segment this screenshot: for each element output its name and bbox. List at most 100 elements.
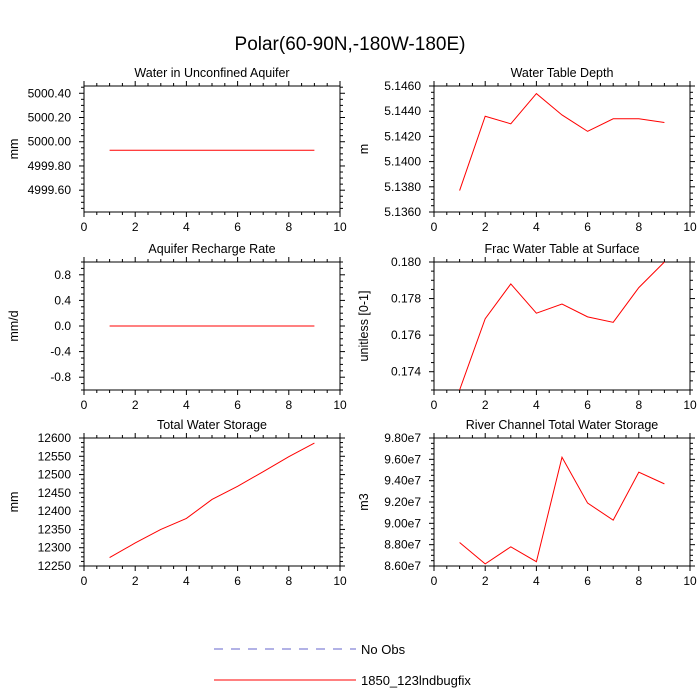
plot-frame: [83, 85, 341, 213]
x-tick-label: 2: [482, 398, 489, 412]
y-tick-label: 12600: [38, 431, 72, 445]
y-tick-label: 8.80e7: [384, 538, 421, 552]
chart-frac-water-table-surface: Frac Water Table at Surface unitless [0-1…: [357, 242, 697, 412]
y-tick-label: 5.1360: [384, 205, 421, 219]
x-tick-label: 4: [183, 574, 190, 588]
y-tick-label: 5.1400: [384, 155, 421, 169]
x-tick-label: 0: [81, 574, 88, 588]
panels: Water in Unconfined Aquifer mm 0 2 4 6 8 10 4999…: [7, 66, 697, 588]
chart-title: River Channel Total Water Storage: [466, 418, 659, 432]
x-tick-label: 4: [533, 220, 540, 234]
y-tick-label: 9.20e7: [384, 495, 421, 509]
y-axis-label: m: [357, 144, 371, 154]
plot-frame: [433, 85, 691, 213]
y-tick-label: 12300: [38, 541, 72, 555]
x-tick-label: 0: [81, 398, 88, 412]
y-tick-label: 0.0: [54, 319, 71, 333]
series-line: [459, 261, 665, 391]
x-tick-label: 6: [584, 220, 591, 234]
y-tick-label: 0.4: [54, 293, 71, 307]
x-tick-label: 10: [683, 220, 697, 234]
chart-title: Total Water Storage: [157, 418, 267, 432]
x-tick-label: 4: [533, 574, 540, 588]
legend: No Obs 1850_123lndbugfix: [214, 642, 471, 688]
y-tick-label: 8.60e7: [384, 559, 421, 573]
y-tick-label: 5.1460: [384, 79, 421, 93]
plot-frame: [433, 261, 691, 391]
x-tick-label: 8: [285, 220, 292, 234]
chart-water-table-depth: Water Table Depth m 0 2 4 6 8 10 5.1360 5.1380 5.1…: [357, 66, 697, 234]
y-tick-label: 9.80e7: [384, 431, 421, 445]
x-tick-label: 4: [183, 220, 190, 234]
x-tick-label: 0: [81, 220, 88, 234]
chart-title: Water Table Depth: [511, 66, 614, 80]
y-tick-label: 9.60e7: [384, 452, 421, 466]
chart-title: Frac Water Table at Surface: [485, 242, 640, 256]
x-tick-label: 10: [333, 220, 347, 234]
y-tick-label: -0.8: [50, 370, 71, 384]
y-tick-label: 12250: [38, 559, 72, 573]
x-tick-label: 6: [234, 220, 241, 234]
legend-label-run: 1850_123lndbugfix: [361, 673, 471, 688]
x-tick-label: 2: [132, 398, 139, 412]
y-tick-label: 12500: [38, 468, 72, 482]
y-tick-label: 0.176: [391, 328, 421, 342]
x-tick-label: 4: [533, 398, 540, 412]
figure-title: Polar(60-90N,-180W-180E): [235, 34, 466, 55]
chart-river-channel-storage: River Channel Total Water Storage m3 0 2 4 6 8…: [357, 418, 697, 588]
x-tick-label: 8: [285, 398, 292, 412]
y-axis-label: m3: [357, 493, 371, 510]
x-tick-label: 6: [584, 574, 591, 588]
series-line: [459, 455, 665, 565]
y-tick-label: 12450: [38, 486, 72, 500]
chart-title: Water in Unconfined Aquifer: [134, 66, 289, 80]
y-tick-label: 5000.40: [28, 86, 72, 100]
y-tick-label: 12550: [38, 449, 72, 463]
x-tick-label: 10: [683, 398, 697, 412]
y-tick-label: 12350: [38, 522, 72, 536]
y-tick-label: 5.1420: [384, 129, 421, 143]
x-tick-label: 0: [431, 398, 438, 412]
x-tick-label: 8: [635, 220, 642, 234]
y-tick-label: 12400: [38, 504, 72, 518]
y-axis-label: mm: [7, 139, 21, 160]
x-tick-label: 2: [482, 220, 489, 234]
chart-aquifer-recharge-rate: Aquifer Recharge Rate mm/d 0 2 4 6 8 10 -0.8 -0.4…: [7, 242, 347, 412]
legend-label-no-obs: No Obs: [361, 642, 406, 657]
y-tick-label: 0.178: [391, 292, 421, 306]
x-tick-label: 2: [482, 574, 489, 588]
x-tick-label: 6: [234, 398, 241, 412]
plot-frame: [83, 437, 341, 567]
x-tick-label: 0: [431, 574, 438, 588]
y-axis-label: mm/d: [7, 310, 21, 341]
y-tick-label: 0.174: [391, 365, 421, 379]
y-tick-label: 0.180: [391, 255, 421, 269]
x-tick-label: 10: [333, 574, 347, 588]
x-tick-label: 2: [132, 220, 139, 234]
series-line: [459, 92, 665, 191]
y-axis-label: unitless [0-1]: [357, 291, 371, 362]
x-tick-label: 8: [285, 574, 292, 588]
x-tick-label: 6: [234, 574, 241, 588]
x-tick-label: 4: [183, 398, 190, 412]
x-tick-label: 0: [431, 220, 438, 234]
x-tick-label: 10: [333, 398, 347, 412]
chart-water-unconfined-aquifer: Water in Unconfined Aquifer mm 0 2 4 6 8 10 4999…: [7, 66, 347, 234]
y-tick-label: 5.1380: [384, 180, 421, 194]
y-axis-label: mm: [7, 492, 21, 513]
x-tick-label: 6: [584, 398, 591, 412]
chart-total-water-storage: Total Water Storage mm 0 2 4 6 8 10 12250 12300 12…: [7, 418, 347, 588]
y-tick-label: -0.4: [50, 345, 71, 359]
chart-title: Aquifer Recharge Rate: [148, 242, 275, 256]
series-line: [109, 442, 315, 559]
y-tick-label: 5000.20: [28, 111, 72, 125]
y-tick-label: 4999.80: [28, 159, 72, 173]
x-tick-label: 8: [635, 398, 642, 412]
y-tick-label: 0.8: [54, 268, 71, 282]
y-tick-label: 4999.60: [28, 183, 72, 197]
y-tick-label: 5.1440: [384, 104, 421, 118]
y-tick-label: 9.40e7: [384, 474, 421, 488]
y-tick-label: 9.00e7: [384, 516, 421, 530]
y-tick-label: 5000.00: [28, 135, 72, 149]
